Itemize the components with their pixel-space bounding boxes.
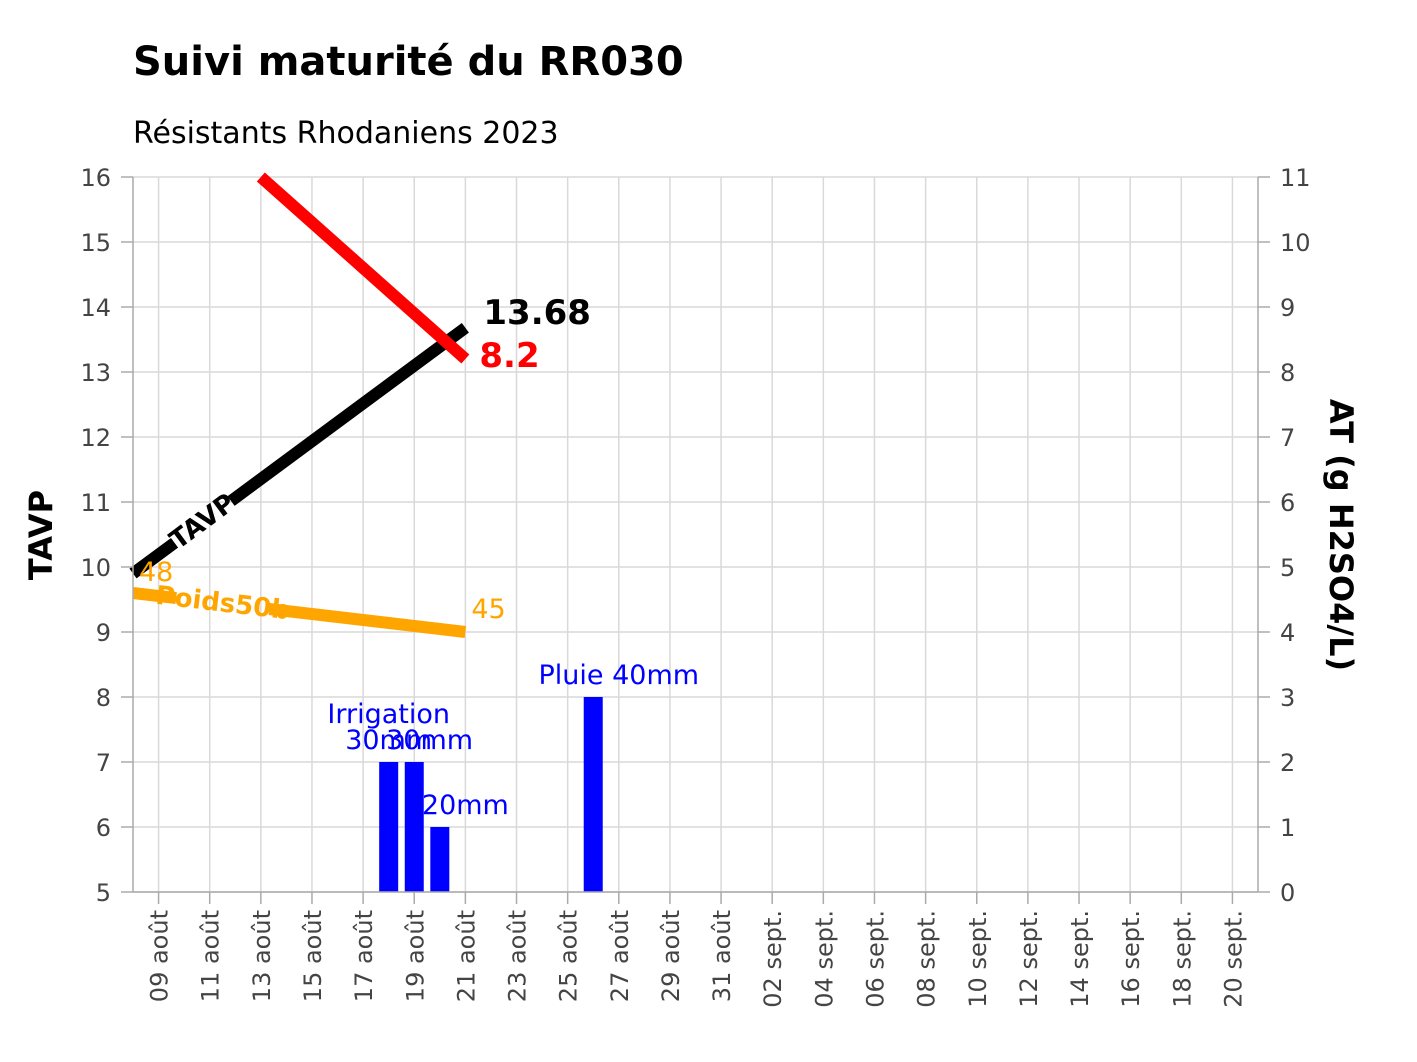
y2-tick-label: 9: [1280, 294, 1295, 322]
x-tick-label: 27 août: [606, 910, 634, 1002]
x-tick-label: 19 août: [401, 910, 429, 1002]
bar: [404, 762, 424, 892]
y-tick-label: 15: [80, 229, 111, 257]
bar-annotation: 30mm: [386, 725, 473, 756]
bar-annotation: Irrigation: [327, 699, 450, 730]
y-tick-label: 13: [80, 359, 111, 387]
y-tick-label: 7: [96, 749, 111, 777]
y-tick-label: 6: [96, 814, 111, 842]
bar-annotation: Pluie 40mm: [539, 660, 700, 691]
line-poids50b: [268, 603, 467, 638]
x-tick-label: 14 sept.: [1066, 910, 1094, 1008]
series-end-label: 13.68: [483, 293, 591, 333]
x-tick-label: 09 août: [146, 910, 174, 1002]
bar: [583, 697, 603, 892]
y-tick-label: 5: [96, 879, 111, 907]
x-tick-label: 02 sept.: [759, 910, 787, 1008]
y2-tick-label: 6: [1280, 489, 1295, 517]
series-end-label: 8.2: [479, 336, 539, 376]
rain-irrigation-bars: [379, 697, 603, 892]
bar-annotation: 20mm: [422, 790, 509, 821]
x-tick-label: 15 août: [299, 910, 327, 1002]
x-tick-label: 08 sept.: [913, 910, 941, 1008]
y2-axis-title: AT (g H2SO4/L): [1322, 399, 1360, 671]
chart-subtitle: Résistants Rhodaniens 2023: [133, 116, 559, 151]
x-tick-label: 17 août: [350, 910, 378, 1002]
x-tick-label: 06 sept.: [861, 910, 889, 1008]
x-tick-label: 20 sept.: [1219, 910, 1247, 1008]
y-tick-label: 14: [80, 294, 111, 322]
y2-tick-label: 1: [1280, 814, 1295, 842]
y2-tick-label: 10: [1280, 229, 1311, 257]
x-tick-label: 10 sept.: [964, 910, 992, 1008]
x-tick-label: 25 août: [555, 910, 583, 1002]
series-lines: [129, 172, 470, 638]
x-tick-label: 18 sept.: [1168, 910, 1196, 1008]
x-tick-label: 21 août: [452, 910, 480, 1002]
line-tavp: [129, 537, 179, 579]
x-tick-label: 12 sept.: [1015, 910, 1043, 1008]
bar-annotation: 30mm: [345, 725, 432, 756]
series-start-label: 48: [139, 557, 173, 588]
series-inline-label: Poids50b: [154, 581, 291, 626]
y2-tick-label: 3: [1280, 684, 1295, 712]
x-tick-label: 16 sept.: [1117, 910, 1145, 1008]
y2-tick-label: 4: [1280, 619, 1295, 647]
y2-tick-label: 0: [1280, 879, 1295, 907]
y2-tick-label: 5: [1280, 554, 1295, 582]
y-tick-label: 10: [80, 554, 111, 582]
x-tick-label: 29 août: [657, 910, 685, 1002]
y2-tick-label: 8: [1280, 359, 1295, 387]
y-tick-label: 12: [80, 424, 111, 452]
chart-title: Suivi maturité du RR030: [133, 39, 684, 85]
y2-tick-label: 2: [1280, 749, 1295, 777]
line-poids50b: [132, 587, 177, 605]
x-tick-label: 11 août: [197, 910, 225, 1002]
y-tick-label: 9: [96, 619, 111, 647]
x-tick-label: 04 sept.: [810, 910, 838, 1008]
bar: [430, 827, 450, 892]
y-axis-title: TAVP: [22, 490, 60, 580]
line-at: [256, 172, 470, 364]
y2-tick-label: 11: [1280, 164, 1311, 192]
line-tavp: [227, 322, 469, 506]
series-end-label: 45: [471, 594, 505, 625]
y-tick-label: 16: [80, 164, 111, 192]
y-tick-label: 8: [96, 684, 111, 712]
x-tick-label: 13 août: [248, 910, 276, 1002]
bar: [379, 762, 399, 892]
y2-tick-label: 7: [1280, 424, 1295, 452]
series-inline-label: TAVP: [164, 488, 241, 556]
y-tick-label: 11: [80, 489, 111, 517]
x-tick-label: 23 août: [504, 910, 532, 1002]
x-tick-label: 31 août: [708, 910, 736, 1002]
grid: [133, 176, 1258, 893]
